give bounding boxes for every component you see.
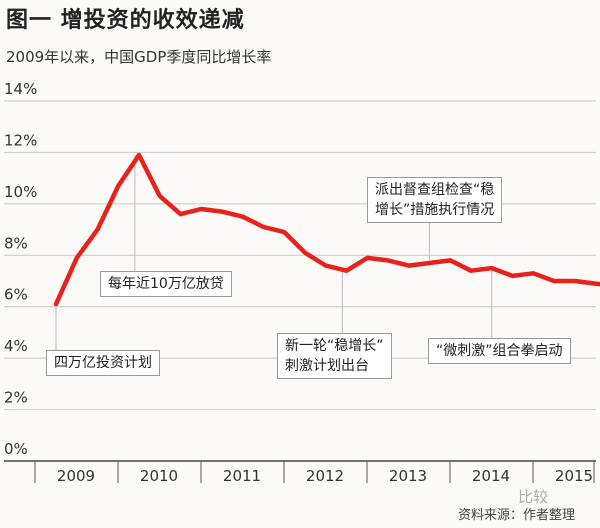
y-tick-label: 8% [4,234,28,252]
watermark: 比较 [518,488,549,506]
x-tick-label: 2013 [389,467,427,485]
source-note: 资料来源：作者整理 [458,508,576,523]
x-tick-label: 2011 [223,467,261,485]
annotation-callout: 四万亿投资计划 [46,350,160,376]
y-tick-label: 14% [4,80,37,98]
y-tick-label: 10% [4,183,37,201]
series-line [53,152,600,307]
x-tick-label: 2009 [57,467,95,485]
chart-title: 图一 增投资的收效递减 [6,8,245,33]
x-tick-label: 2015 [555,467,593,485]
chart-subtitle: 2009年以来，中国GDP季度同比增长率 [6,48,272,66]
annotation-callout: 派出督查组检查“稳 增长”措施执行情况 [367,177,503,223]
y-tick-label: 6% [4,286,28,304]
x-tick-label: 2010 [140,467,178,485]
y-tick-label: 12% [4,131,37,149]
x-tick-label: 2012 [306,467,344,485]
annotation-callout: 新一轮“稳增长” 刺激计划出台 [277,333,392,379]
x-tick-label: 2014 [472,467,510,485]
annotation-callout: 每年近10万亿放贷 [100,271,232,297]
y-tick-label: 2% [4,389,28,407]
y-tick-label: 0% [4,440,28,458]
y-tick-label: 4% [4,337,28,355]
annotation-callout: “微刺激”组合拳启动 [428,338,571,364]
